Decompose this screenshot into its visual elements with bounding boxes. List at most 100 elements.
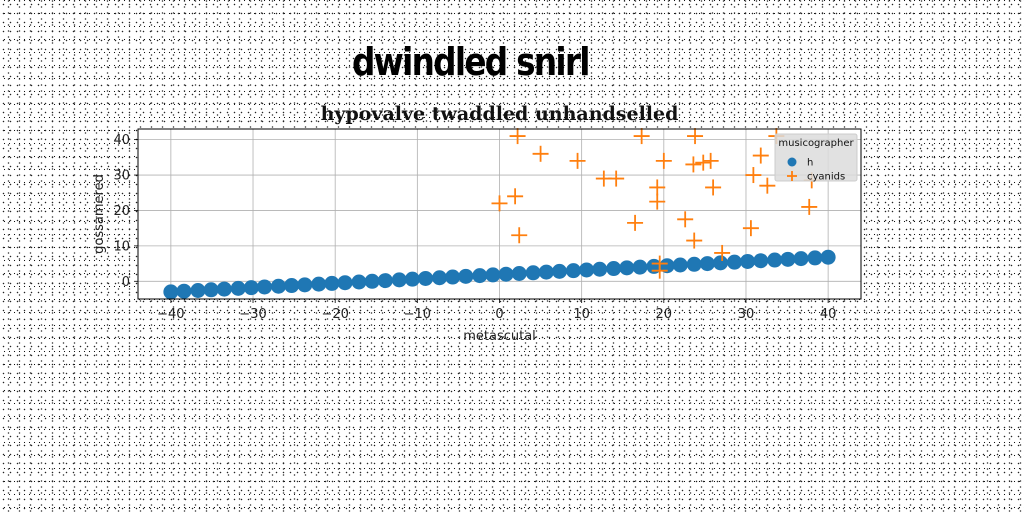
data-point-h — [337, 275, 353, 291]
data-point-h — [699, 256, 715, 272]
data-point-h — [472, 268, 488, 284]
legend-title: musicographer — [778, 138, 854, 149]
legend: musicographer h cyanids — [774, 133, 858, 183]
data-point-h — [807, 250, 823, 266]
data-point-h — [579, 262, 595, 278]
data-point-h — [418, 270, 434, 286]
y-tick-label: 0 — [122, 275, 130, 290]
figure-suptitle: dwindled snirl — [352, 40, 590, 84]
data-point-h — [404, 271, 420, 287]
data-point-cyanids — [633, 128, 650, 145]
data-point-cyanids — [532, 145, 549, 162]
x-tick-label: 40 — [820, 307, 837, 322]
data-point-cyanids — [509, 128, 526, 145]
data-point-h — [364, 273, 380, 289]
data-point-h — [243, 280, 259, 296]
x-tick-label: −20 — [321, 307, 348, 322]
y-tick-label: 20 — [113, 204, 130, 219]
data-point-h — [632, 259, 648, 275]
data-point-cyanids — [649, 179, 666, 196]
data-point-cyanids — [702, 152, 719, 169]
x-tick-label: −10 — [404, 307, 431, 322]
data-point-h — [270, 278, 286, 294]
data-point-h — [230, 280, 246, 296]
legend-label-h: h — [807, 158, 813, 169]
data-point-h — [216, 281, 232, 297]
data-point-cyanids — [752, 147, 769, 164]
x-tick-label: 10 — [573, 307, 590, 322]
data-point-h — [311, 276, 327, 292]
data-point-h — [565, 263, 581, 279]
data-point-cyanids — [649, 193, 666, 210]
data-point-h — [432, 270, 448, 286]
data-point-h — [377, 273, 393, 289]
data-point-h — [257, 279, 273, 295]
data-point-cyanids — [687, 128, 704, 145]
data-point-h — [525, 265, 541, 281]
x-tick-label: 20 — [656, 307, 673, 322]
data-point-h — [753, 253, 769, 269]
data-point-cyanids — [742, 220, 759, 237]
data-point-h — [176, 283, 192, 299]
data-point-cyanids — [695, 154, 712, 171]
data-point-h — [445, 269, 461, 285]
legend-box — [774, 133, 858, 182]
x-tick-label: 30 — [738, 307, 755, 322]
data-point-h — [726, 254, 742, 270]
legend-marker-cyanids — [787, 171, 797, 181]
data-point-h — [767, 252, 783, 268]
data-point-h — [458, 268, 474, 284]
y-tick-label: 30 — [113, 169, 130, 184]
data-point-h — [551, 263, 567, 279]
data-point-cyanids — [685, 156, 702, 173]
data-point-h — [619, 260, 635, 276]
data-point-h — [351, 274, 367, 290]
data-point-cyanids — [714, 244, 731, 261]
data-point-h — [511, 266, 527, 281]
series-cyanids-points — [491, 128, 820, 279]
y-tick-label: 40 — [113, 133, 130, 148]
data-point-cyanids — [705, 179, 722, 196]
data-point-h — [606, 261, 622, 277]
data-point-h — [203, 282, 219, 298]
data-point-h — [498, 266, 514, 282]
data-point-h — [713, 255, 729, 271]
data-point-h — [740, 253, 756, 269]
data-point-h — [672, 257, 688, 273]
data-point-cyanids — [627, 214, 644, 231]
data-point-h — [190, 283, 206, 298]
data-point-cyanids — [491, 195, 508, 212]
data-point-h — [820, 249, 836, 265]
data-point-h — [793, 251, 809, 267]
data-point-h — [391, 272, 407, 288]
data-point-cyanids — [801, 198, 818, 215]
data-point-h — [780, 251, 796, 267]
x-tick-label: 0 — [495, 307, 503, 322]
data-point-cyanids — [511, 227, 528, 244]
data-point-cyanids — [608, 170, 625, 187]
data-point-cyanids — [677, 211, 694, 228]
data-point-cyanids — [569, 152, 586, 169]
data-point-h — [297, 277, 313, 293]
data-point-h — [485, 267, 501, 283]
plot-frame — [137, 128, 862, 300]
legend-plus-icon — [787, 171, 797, 181]
data-point-h — [592, 261, 608, 277]
data-point-h — [324, 275, 340, 291]
data-point-cyanids — [507, 188, 524, 205]
data-point-h — [686, 256, 702, 272]
data-point-cyanids — [745, 167, 762, 184]
y-tick-label: 10 — [113, 239, 130, 254]
legend-label-cyanids: cyanids — [807, 172, 845, 183]
data-point-cyanids — [759, 177, 776, 194]
x-tick-label: −40 — [157, 307, 184, 322]
legend-marker-h — [787, 157, 797, 167]
chart-title: hypovalve twaddled unhandselled — [321, 103, 679, 125]
data-point-h — [284, 278, 300, 294]
data-point-h — [163, 284, 179, 300]
data-point-cyanids — [686, 232, 703, 249]
data-point-h — [538, 264, 554, 280]
y-axis-label: gossamered — [92, 174, 107, 254]
data-point-h — [659, 258, 675, 274]
x-tick-label: −30 — [239, 307, 266, 322]
